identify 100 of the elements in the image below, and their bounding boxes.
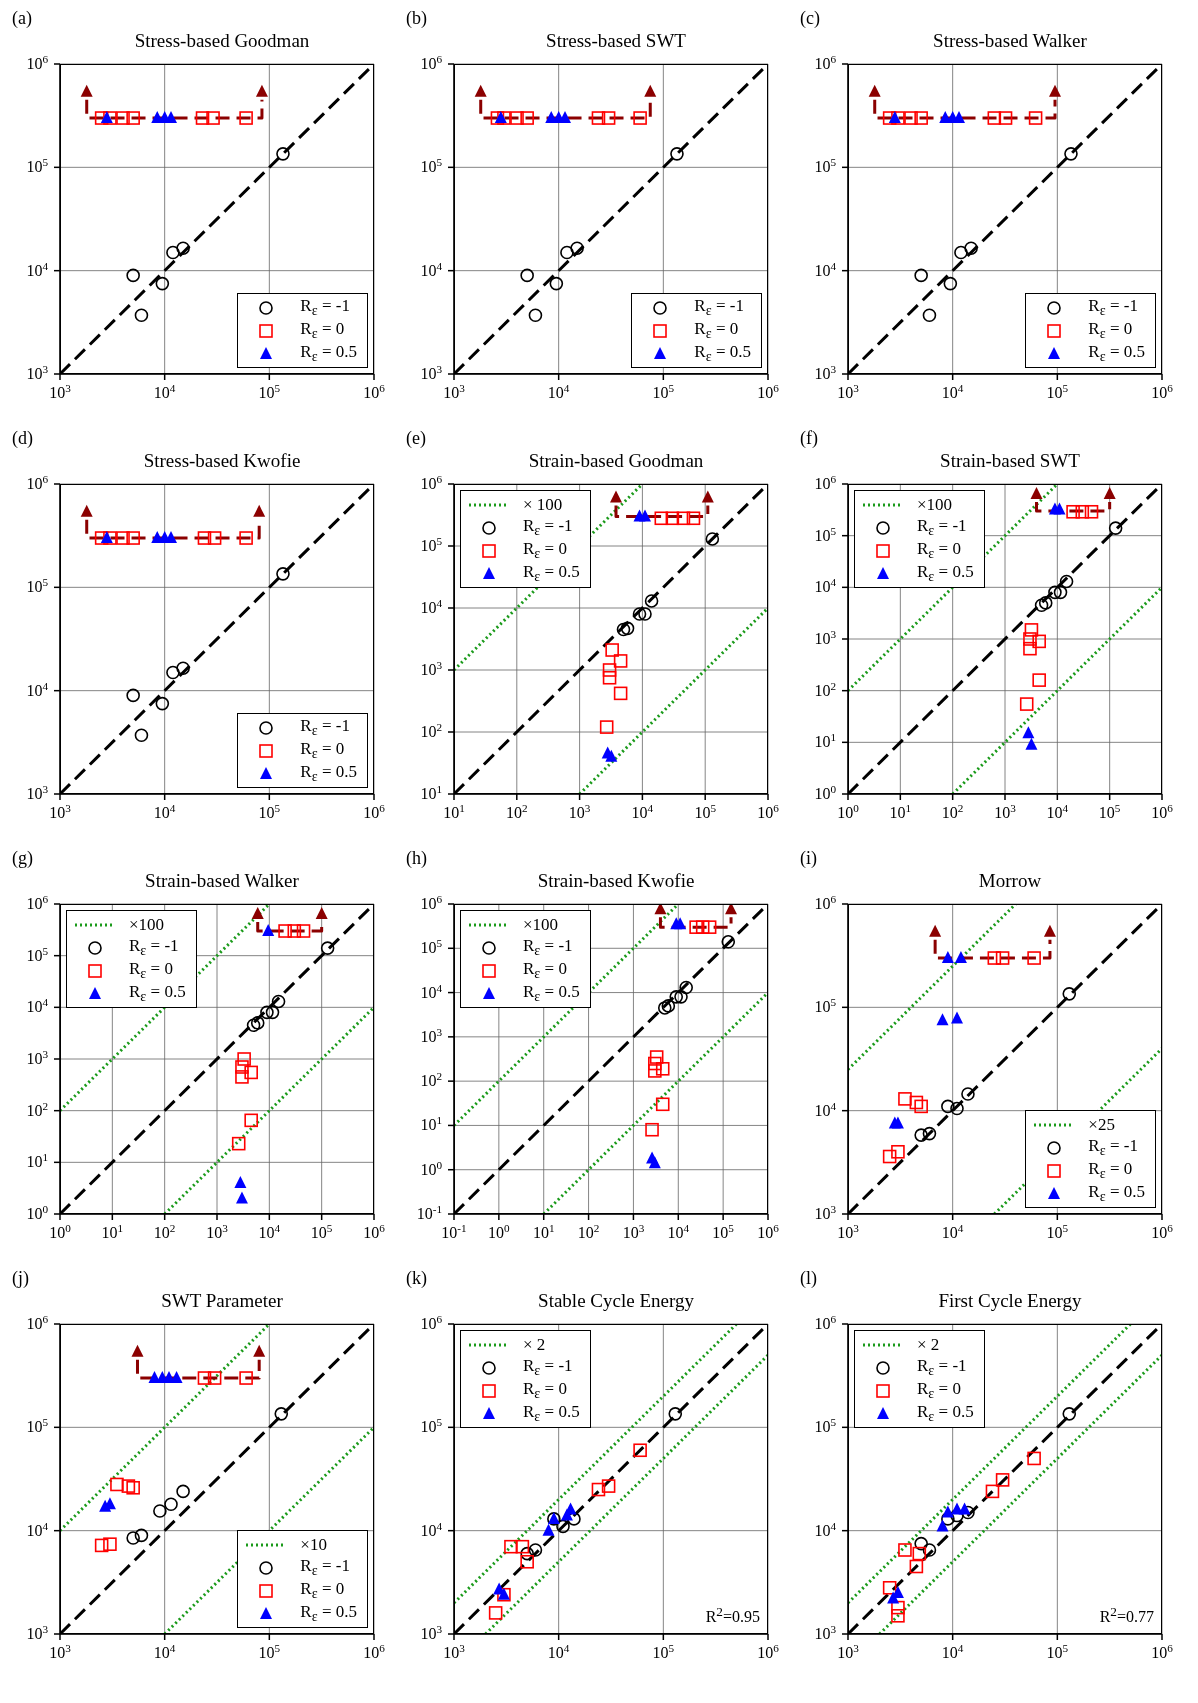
y-tick-label: 10$^{4}$ bbox=[814, 259, 837, 279]
x-tick-label: 10$^{6}$ bbox=[363, 1642, 386, 1661]
y-tick-label: 10$^{3}$ bbox=[814, 1623, 837, 1642]
legend-label: R$_{ε}$ = 0 bbox=[917, 538, 961, 563]
legend-label: ×100 bbox=[129, 914, 165, 935]
y-tick-label: 10$^{5}$ bbox=[814, 156, 837, 176]
y-tick-label: 10$^{6}$ bbox=[26, 893, 49, 912]
y-tick-label: 10$^{5}$ bbox=[26, 944, 49, 964]
y-tick-label: 10$^{5}$ bbox=[26, 576, 49, 596]
chart-title: Strain-based Goodman bbox=[527, 450, 705, 473]
y-tick-label: 10$^{6}$ bbox=[814, 473, 837, 492]
x-tick-label: 10$^{5}$ bbox=[258, 1642, 281, 1661]
x-tick-label: 10$^{6}$ bbox=[1151, 382, 1174, 401]
x-tick-label: 10$^{6}$ bbox=[757, 1222, 780, 1241]
x-tick-label: 10$^{4}$ bbox=[153, 382, 176, 401]
x-tick-label: 10$^{5}$ bbox=[1046, 382, 1069, 401]
legend-label: × 2 bbox=[523, 1334, 546, 1355]
x-tick-label: 10$^{4}$ bbox=[941, 1222, 964, 1241]
y-tick-label: 10$^{3}$ bbox=[420, 659, 443, 678]
legend-label: R$_{ε}$ = 0.5 bbox=[917, 1401, 974, 1426]
x-tick-label: 10$^{1}$ bbox=[889, 802, 912, 821]
y-tick-label: 10$^{4}$ bbox=[420, 259, 443, 279]
legend-label: R$_{ε}$ = 0 bbox=[1088, 1158, 1133, 1183]
legend-label: R$_{ε}$ = 0.5 bbox=[300, 761, 357, 786]
x-tick-label: 10$^{4}$ bbox=[547, 1642, 570, 1661]
legend-label: ×100 bbox=[917, 494, 953, 515]
y-tick-label: 10$^{1}$ bbox=[420, 783, 442, 802]
chart-title: Stress-based Walker bbox=[932, 30, 1088, 53]
y-tick-label: 10$^{5}$ bbox=[26, 156, 49, 176]
chart-title: Strain-based SWT bbox=[939, 450, 1081, 473]
x-tick-label: 10$^{1}$ bbox=[532, 1222, 555, 1241]
legend-label: R$_{ε}$ = 0 bbox=[300, 318, 345, 343]
x-tick-label: 10$^{6}$ bbox=[1151, 1642, 1174, 1661]
y-tick-label: 10$^{3}$ bbox=[26, 1623, 49, 1642]
x-tick-label: 10$^{4}$ bbox=[547, 382, 570, 401]
y-tick-label: 10$^{0}$ bbox=[26, 1203, 49, 1222]
legend-label: R$_{ε}$ = 0.5 bbox=[1088, 341, 1145, 366]
x-tick-label: 10$^{2}$ bbox=[577, 1222, 600, 1241]
y-tick-label: 10$^{3}$ bbox=[26, 1048, 49, 1067]
legend-label: R$_{ε}$ = 0.5 bbox=[1088, 1181, 1145, 1206]
y-tick-label: 10$^{3}$ bbox=[420, 1623, 443, 1642]
text: (e) bbox=[405, 428, 427, 450]
y-tick-label: 10$^{4}$ bbox=[814, 1099, 837, 1119]
legend-label: × 2 bbox=[917, 1334, 940, 1355]
legend-label: R$_{ε}$ = 0 bbox=[523, 538, 567, 563]
x-tick-label: 10$^{6}$ bbox=[363, 382, 386, 401]
y-tick-label: 10$^{0}$ bbox=[814, 783, 837, 802]
x-tick-label: 10$^{3}$ bbox=[206, 1222, 229, 1241]
y-tick-label: 10$^{5}$ bbox=[420, 1416, 443, 1436]
x-tick-label: 10$^{5}$ bbox=[1046, 1222, 1069, 1241]
y-tick-label: 10$^{6}$ bbox=[26, 473, 49, 492]
text: (b) bbox=[405, 8, 428, 30]
x-tick-label: 10$^{3}$ bbox=[568, 802, 591, 821]
legend-label: R$_{ε}$ = -1 bbox=[1088, 1135, 1138, 1160]
legend-label: R$_{ε}$ = 0 bbox=[523, 958, 567, 983]
x-tick-label: 10$^{3}$ bbox=[49, 802, 72, 821]
x-tick-label: 10$^{3}$ bbox=[837, 1222, 860, 1241]
x-tick-label: 10$^{4}$ bbox=[153, 1642, 176, 1661]
legend-label: R$_{ε}$ = 0 bbox=[917, 1378, 961, 1403]
x-tick-label: 10$^{5}$ bbox=[652, 382, 675, 401]
x-tick-label: 10$^{3}$ bbox=[622, 1222, 645, 1241]
x-tick-label: 10$^{4}$ bbox=[941, 1642, 964, 1661]
x-tick-label: 10$^{-1}$ bbox=[441, 1222, 467, 1241]
x-tick-label: 10$^{4}$ bbox=[153, 802, 176, 821]
y-tick-label: 10$^{3}$ bbox=[814, 628, 837, 647]
annotation: R$^{2}$=0.77 bbox=[1099, 1603, 1154, 1626]
x-tick-label: 10$^{0}$ bbox=[488, 1222, 511, 1241]
x-tick-label: 10$^{0}$ bbox=[837, 802, 860, 821]
y-tick-label: 10$^{5}$ bbox=[26, 1416, 49, 1436]
y-tick-label: 10$^{4}$ bbox=[420, 1519, 443, 1539]
x-tick-label: 10$^{3}$ bbox=[837, 1642, 860, 1661]
chart-title: Morrow bbox=[977, 870, 1043, 893]
x-tick-label: 10$^{4}$ bbox=[631, 802, 654, 821]
x-tick-label: 10$^{3}$ bbox=[443, 382, 466, 401]
x-tick-label: 10$^{6}$ bbox=[757, 382, 780, 401]
y-tick-label: 10$^{3}$ bbox=[814, 363, 837, 382]
legend-label: R$_{ε}$ = 0.5 bbox=[523, 561, 580, 586]
x-tick-label: 10$^{1}$ bbox=[443, 802, 465, 821]
x-tick-label: 10$^{4}$ bbox=[258, 1222, 281, 1241]
legend-label: ×100 bbox=[523, 914, 559, 935]
chart-title: First Cycle Energy bbox=[937, 1290, 1083, 1313]
y-tick-label: 10$^{1}$ bbox=[26, 1151, 48, 1171]
text: (k) bbox=[405, 1268, 428, 1290]
text: (g) bbox=[11, 848, 34, 870]
legend-label: R$_{ε}$ = 0.5 bbox=[300, 1601, 357, 1626]
x-tick-label: 10$^{6}$ bbox=[1151, 1222, 1174, 1241]
legend-label: × 100 bbox=[523, 494, 563, 515]
legend-label: R$_{ε}$ = 0 bbox=[523, 1378, 567, 1403]
legend-label: R$_{ε}$ = -1 bbox=[523, 1355, 573, 1380]
y-tick-label: 10$^{6}$ bbox=[814, 1313, 837, 1332]
text: (i) bbox=[799, 848, 818, 870]
y-tick-label: 10$^{6}$ bbox=[26, 1313, 49, 1332]
x-tick-label: 10$^{6}$ bbox=[757, 802, 780, 821]
y-tick-label: 10$^{5}$ bbox=[420, 937, 443, 957]
x-tick-label: 10$^{3}$ bbox=[49, 1642, 72, 1661]
text: (j) bbox=[11, 1268, 30, 1290]
legend-label: R$_{ε}$ = -1 bbox=[694, 295, 744, 320]
text: (f) bbox=[799, 428, 819, 450]
y-tick-label: 10$^{6}$ bbox=[420, 1313, 443, 1332]
y-tick-label: 10$^{4}$ bbox=[26, 1519, 49, 1539]
